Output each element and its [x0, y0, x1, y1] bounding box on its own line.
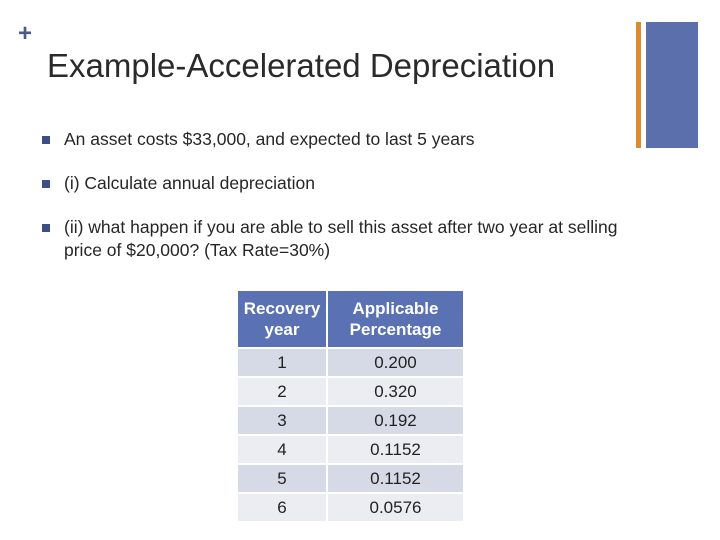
accent-bar-orange	[636, 22, 641, 148]
cell-year: 2	[238, 378, 326, 405]
cell-year: 6	[238, 494, 326, 521]
header-applicable-percentage: Applicable Percentage	[328, 291, 463, 347]
bullet-square-icon	[42, 224, 50, 232]
cell-year: 4	[238, 436, 326, 463]
table-row: 2 0.320	[238, 378, 463, 405]
bullet-square-icon	[42, 180, 50, 188]
depreciation-table: Recovery year Applicable Percentage 1 0.…	[236, 289, 465, 523]
header-recovery-year: Recovery year	[238, 291, 326, 347]
bullet-item: (ii) what happen if you are able to sell…	[42, 216, 622, 262]
table-row: 4 0.1152	[238, 436, 463, 463]
cell-year: 5	[238, 465, 326, 492]
table-row: 5 0.1152	[238, 465, 463, 492]
accent-block-blue	[646, 22, 698, 148]
slide-title: Example-Accelerated Depreciation	[47, 47, 556, 84]
bullet-text: (ii) what happen if you are able to sell…	[64, 217, 618, 260]
cell-year: 3	[238, 407, 326, 434]
bullet-item: An asset costs $33,000, and expected to …	[42, 128, 622, 151]
cell-percentage: 0.192	[328, 407, 463, 434]
cell-percentage: 0.200	[328, 349, 463, 376]
bullet-list: An asset costs $33,000, and expected to …	[42, 128, 622, 262]
table-row: 3 0.192	[238, 407, 463, 434]
cell-percentage: 0.0576	[328, 494, 463, 521]
bullet-item: (i) Calculate annual depreciation	[42, 172, 622, 195]
cell-year: 1	[238, 349, 326, 376]
cell-percentage: 0.1152	[328, 465, 463, 492]
bullet-square-icon	[42, 136, 50, 144]
cell-percentage: 0.1152	[328, 436, 463, 463]
plus-icon: +	[18, 20, 33, 47]
bullet-text: (i) Calculate annual depreciation	[64, 173, 315, 193]
table-row: 6 0.0576	[238, 494, 463, 521]
table-row: 1 0.200	[238, 349, 463, 376]
table-header-row: Recovery year Applicable Percentage	[238, 291, 463, 347]
cell-percentage: 0.320	[328, 378, 463, 405]
bullet-text: An asset costs $33,000, and expected to …	[64, 129, 475, 149]
